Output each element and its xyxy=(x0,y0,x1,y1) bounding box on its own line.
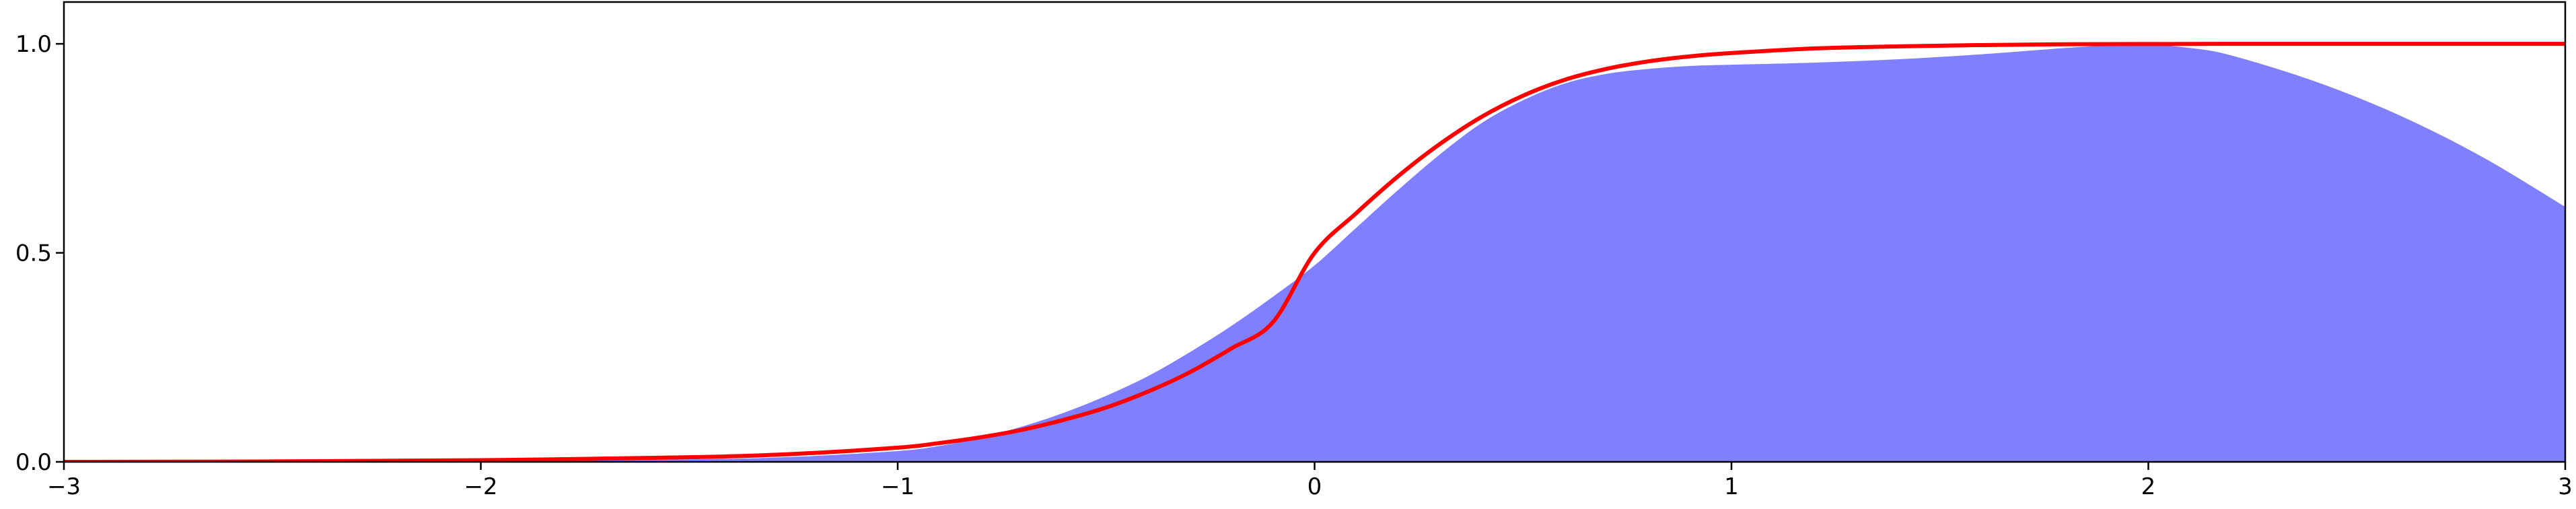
plot-layer xyxy=(64,42,2565,462)
x-tick-label: −2 xyxy=(464,473,497,500)
x-tick-label: −3 xyxy=(47,473,81,500)
y-tick-label: 0.5 xyxy=(15,240,52,267)
axis-layer: −3 −2 −1 0 1 2 3 0.0 0.5 1.0 xyxy=(15,1,2573,500)
line-series-1 xyxy=(64,42,2565,462)
x-tick-label: 1 xyxy=(1724,473,1739,500)
x-tick-label: 2 xyxy=(2141,473,2156,500)
x-tick-label: 3 xyxy=(2558,473,2573,500)
y-tick-label: 0.0 xyxy=(15,449,52,476)
x-tick-label: −1 xyxy=(881,473,915,500)
y-tick-label: 1.0 xyxy=(15,31,52,58)
x-tick-label: 0 xyxy=(1308,473,1322,500)
area-series-0 xyxy=(64,44,2565,462)
